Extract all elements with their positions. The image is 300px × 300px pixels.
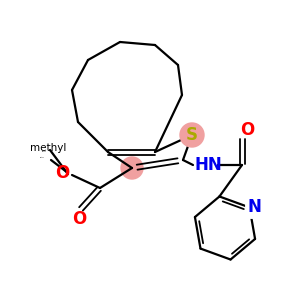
Text: O: O: [240, 121, 254, 139]
Text: methyl: methyl: [40, 156, 44, 158]
Text: methyl: methyl: [42, 151, 47, 152]
Text: HN: HN: [194, 156, 222, 174]
Text: O: O: [55, 164, 69, 182]
Text: N: N: [248, 198, 262, 216]
Text: S: S: [186, 126, 198, 144]
Text: O: O: [72, 210, 86, 228]
Text: methyl: methyl: [30, 143, 66, 153]
Circle shape: [180, 123, 204, 147]
Circle shape: [121, 157, 143, 179]
